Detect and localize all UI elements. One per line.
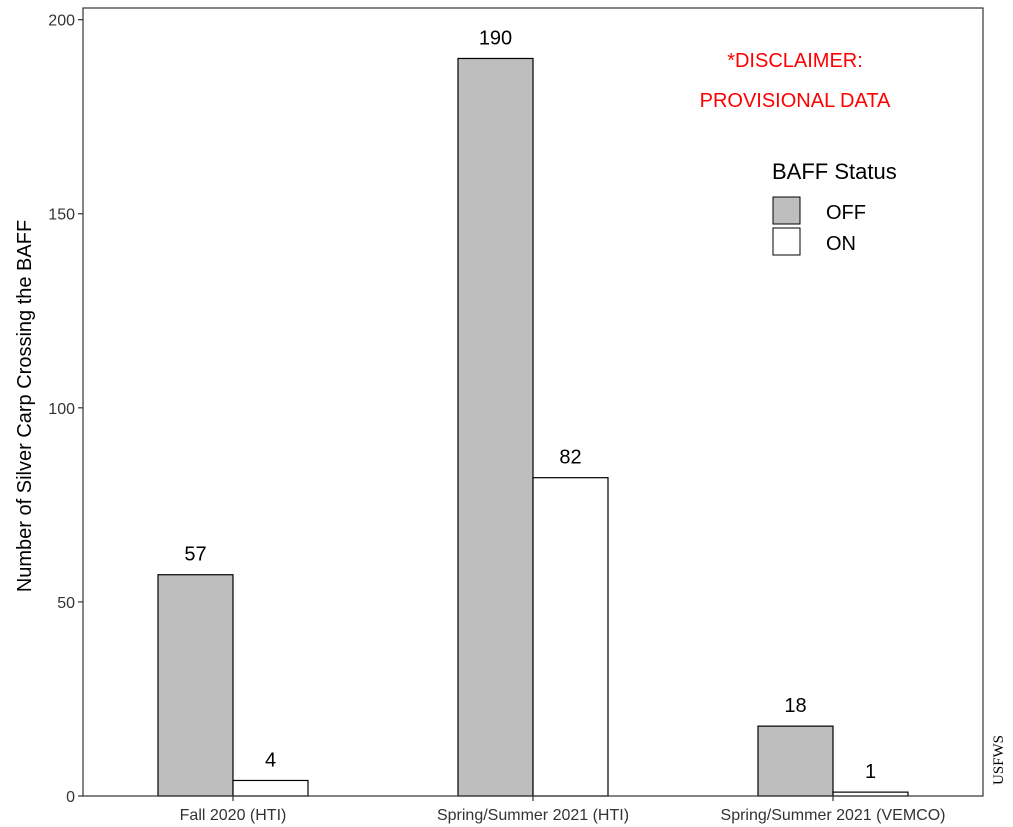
x-tick-label: Fall 2020 (HTI) bbox=[180, 807, 287, 824]
y-tick-label: 50 bbox=[57, 595, 75, 612]
legend-swatch-off bbox=[772, 196, 801, 225]
bar-on bbox=[532, 477, 609, 797]
legend-title: BAFF Status bbox=[772, 159, 897, 184]
disclaimer-line-1: *DISCLAIMER: bbox=[727, 50, 863, 72]
bars-layer bbox=[157, 57, 909, 797]
bar-on bbox=[232, 779, 309, 797]
x-tick-label: Spring/Summer 2021 (VEMCO) bbox=[721, 807, 946, 824]
credit-text: USFWS bbox=[991, 735, 1007, 785]
x-axis: Fall 2020 (HTI) Spring/Summer 2021 (HTI) S… bbox=[180, 796, 946, 824]
legend: BAFF Status OFF ON bbox=[772, 159, 897, 256]
legend-swatch-on bbox=[772, 227, 801, 256]
data-label: 18 bbox=[784, 695, 806, 717]
bar-off bbox=[457, 57, 534, 797]
y-tick-label: 100 bbox=[48, 401, 75, 418]
data-label: 4 bbox=[265, 749, 276, 771]
data-label: 57 bbox=[184, 544, 206, 566]
x-tick-label: Spring/Summer 2021 (HTI) bbox=[437, 807, 629, 824]
data-label: 1 bbox=[865, 761, 876, 783]
legend-label-on: ON bbox=[826, 233, 856, 255]
data-labels-layer: 57 4 190 82 18 1 bbox=[184, 27, 876, 783]
y-tick-label: 150 bbox=[48, 207, 75, 224]
disclaimer-line-2: PROVISIONAL DATA bbox=[700, 90, 891, 112]
y-axis: 0 50 100 150 200 bbox=[48, 13, 83, 806]
legend-label-off: OFF bbox=[826, 202, 866, 224]
y-tick-label: 200 bbox=[48, 13, 75, 30]
data-label: 190 bbox=[479, 27, 512, 49]
data-label: 82 bbox=[559, 447, 581, 469]
y-axis-title: Number of Silver Carp Crossing the BAFF bbox=[14, 220, 36, 592]
bar-off bbox=[157, 574, 234, 797]
bar-off bbox=[757, 725, 834, 797]
y-tick-label: 0 bbox=[66, 789, 75, 806]
